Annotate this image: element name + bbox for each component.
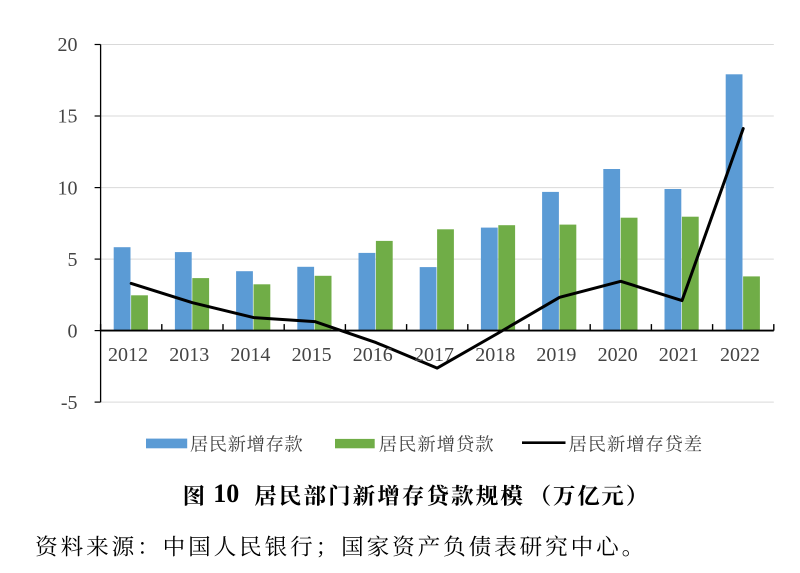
svg-text:2018: 2018 (475, 344, 515, 366)
svg-text:2016: 2016 (353, 344, 393, 366)
svg-text:2013: 2013 (169, 344, 209, 366)
svg-text:2020: 2020 (598, 344, 638, 366)
svg-text:5: 5 (68, 249, 78, 271)
svg-text:0: 0 (68, 320, 78, 342)
svg-text:2015: 2015 (292, 344, 332, 366)
svg-text:2019: 2019 (536, 344, 576, 366)
svg-text:2017: 2017 (414, 344, 454, 366)
svg-text:10: 10 (213, 479, 239, 508)
svg-text:-5: -5 (61, 392, 78, 414)
svg-text:2022: 2022 (720, 344, 760, 366)
svg-text:2014: 2014 (230, 344, 270, 366)
svg-text:2021: 2021 (659, 344, 699, 366)
svg-text:15: 15 (58, 106, 78, 128)
svg-text:2012: 2012 (108, 344, 148, 366)
svg-text:20: 20 (58, 34, 78, 56)
svg-text:10: 10 (58, 177, 78, 199)
